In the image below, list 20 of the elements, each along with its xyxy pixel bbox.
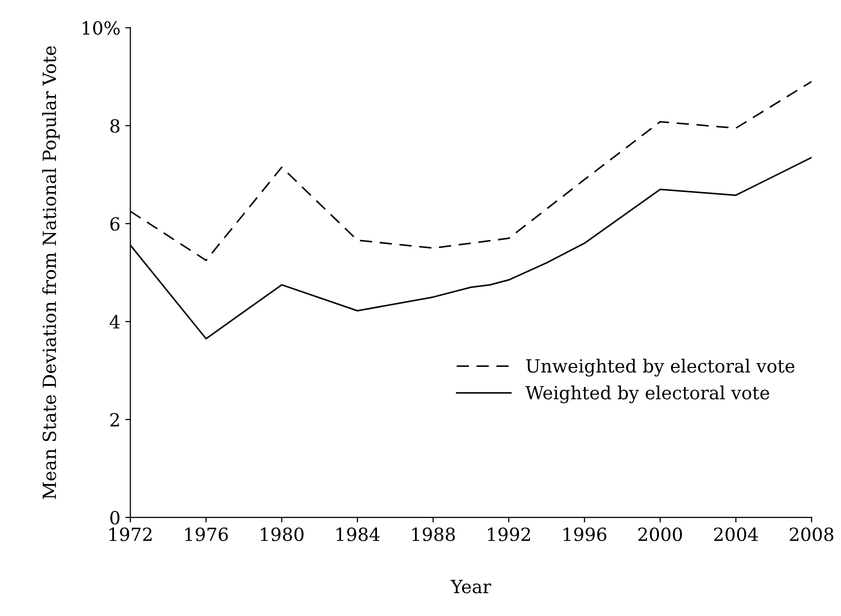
x-tick-label: 2000 (638, 527, 682, 542)
y-axis-title: Mean State Deviation from National Popular Vote (42, 46, 60, 499)
x-tick-label: 1984 (336, 527, 380, 542)
x-tick-label: 1988 (412, 527, 455, 542)
x-tick-label: 2008 (790, 527, 834, 542)
x-axis-title: Year (450, 580, 492, 594)
legend-label: Unweighted by electoral vote (526, 358, 794, 376)
y-tick-label: 0 (110, 510, 120, 525)
y-tick-label: 10% (82, 21, 120, 35)
x-tick-label: 2004 (714, 527, 758, 542)
x-tick-label: 1972 (110, 527, 152, 542)
x-tick-label: 1976 (185, 527, 228, 542)
y-tick-label: 4 (110, 315, 120, 328)
x-tick-label: 1996 (564, 527, 606, 542)
x-tick-label: 1980 (260, 527, 304, 542)
x-tick-label: 1992 (488, 527, 530, 542)
legend-label: Weighted by electoral vote (525, 386, 770, 404)
y-tick-label: 8 (110, 119, 120, 133)
y-tick-label: 2 (110, 412, 119, 426)
y-tick-label: 6 (110, 217, 120, 231)
